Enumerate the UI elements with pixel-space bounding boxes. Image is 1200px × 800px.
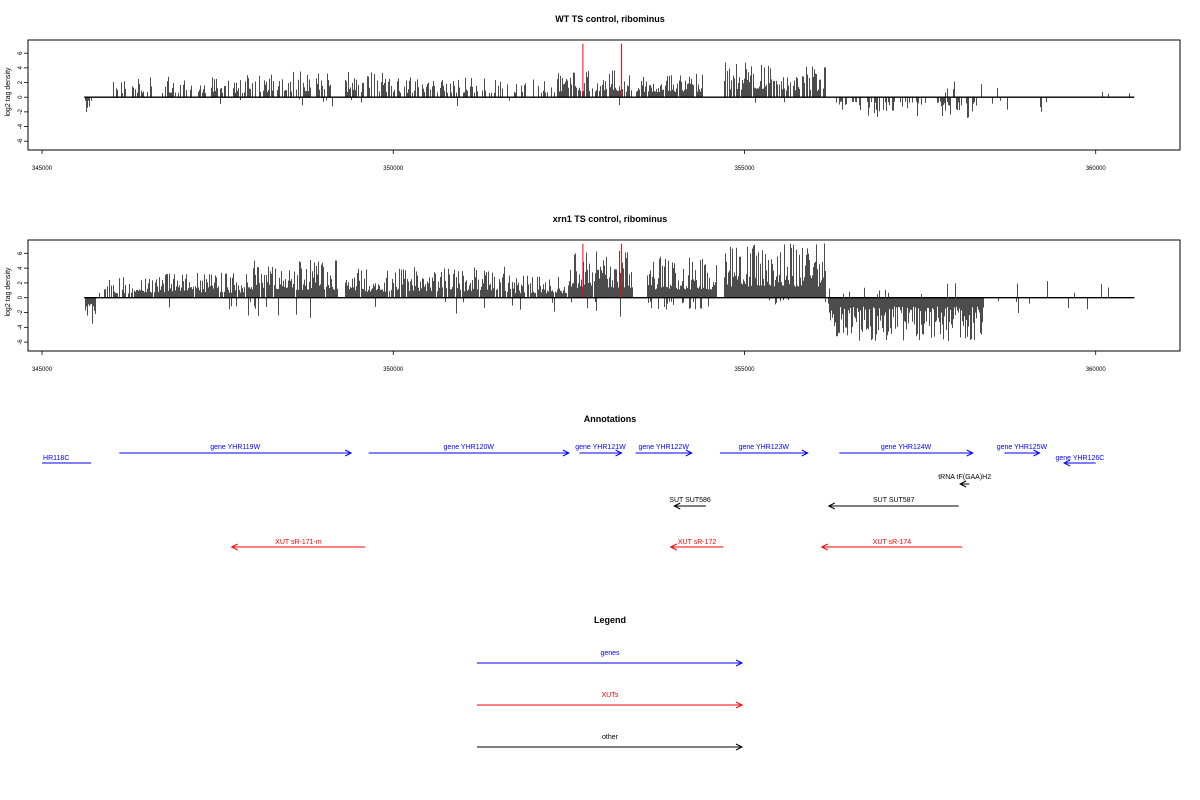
xrn1-panel-title: xrn1 TS control, ribominus	[553, 214, 668, 224]
legend-arrowhead	[735, 743, 744, 751]
feature-gene-yhr123w: gene YHR123W	[719, 444, 809, 457]
legend-item-genes: genes	[477, 650, 744, 667]
legend-item-other: other	[477, 734, 744, 751]
feature-label: SUT SUT587	[873, 497, 915, 504]
legend-label: other	[602, 734, 619, 741]
feature-sut-sut587: SUT SUT587	[827, 497, 959, 510]
wt-coverage-bars	[85, 62, 1130, 118]
xrn1-x-axis: 345000 350000 355000 360000	[32, 351, 1106, 373]
feature-label: gene YHR121W	[575, 444, 626, 451]
feature-label: gene YHR123W	[739, 444, 790, 451]
feature-arrowhead	[685, 449, 693, 457]
x-tick-label: 345000	[32, 166, 53, 172]
feature-label: SUT SUT586	[669, 497, 711, 504]
x-tick-label: 355000	[734, 367, 755, 373]
legend-item-xuts: XUTs	[477, 692, 744, 709]
feature-label: gene YHR122W	[638, 444, 689, 451]
feature-gene-yhr124w: gene YHR124W	[839, 444, 974, 457]
legend: Legend genes XUTs other	[477, 615, 744, 751]
feature-gene-yhr121w: gene YHR121W	[575, 444, 626, 457]
feature-arrowhead	[966, 449, 974, 457]
feature-label: tRNA tF(GAA)H2	[938, 474, 991, 481]
y-tick-label: 4	[18, 66, 24, 70]
feature-hr118c: HR118C	[42, 455, 92, 464]
feature-label: XUT sR-171-m	[275, 539, 322, 546]
y-tick-label: 2	[18, 80, 24, 84]
feature-gene-yhr126c: gene YHR126C	[1055, 455, 1104, 467]
legend-title: Legend	[594, 615, 626, 625]
annotations-title: Annotations	[584, 414, 637, 424]
feature-arrowhead	[562, 449, 570, 457]
feature-xut-sr-172: XUT sR-172	[669, 539, 724, 551]
feature-arrowhead	[669, 543, 677, 551]
feature-arrowhead	[959, 480, 967, 488]
feature-xut-sr-174: XUT sR-174	[820, 539, 963, 551]
feature-label: gene YHR126C	[1055, 455, 1104, 462]
feature-label: XUT sR-174	[873, 539, 911, 546]
x-tick-label: 355000	[734, 166, 755, 172]
feature-label: XUT sR-172	[678, 539, 716, 546]
feature-gene-yhr125w: gene YHR125W	[997, 444, 1048, 457]
xrn1-highlight-lines	[582, 243, 623, 298]
feature-sut-sut586: SUT SUT586	[669, 497, 711, 510]
x-tick-label: 350000	[383, 367, 404, 373]
y-tick-label: -4	[18, 123, 24, 129]
x-tick-label: 360000	[1086, 367, 1107, 373]
legend-items: genes XUTs other	[477, 650, 744, 751]
wt-x-axis: 345000 350000 355000 360000	[32, 150, 1106, 172]
legend-label: XUTs	[602, 692, 619, 699]
feature-gene-yhr119w: gene YHR119W	[119, 444, 353, 457]
wt-plot-frame	[27, 39, 1181, 151]
y-tick-label: 0	[18, 95, 24, 99]
feature-label: gene YHR124W	[881, 444, 932, 451]
y-tick-label: 6	[18, 51, 24, 55]
y-tick-label: -4	[18, 324, 24, 330]
xrn1-y-axis: 6 4 2 0 -2 -4 -6	[18, 251, 28, 345]
feature-arrowhead	[230, 543, 238, 551]
feature-arrowhead	[801, 449, 809, 457]
feature-label: gene YHR119W	[210, 444, 260, 451]
wt-coverage-panel: WT TS control, ribominus log2 tag densit…	[5, 14, 1181, 172]
y-tick-label: -2	[18, 309, 24, 315]
y-tick-label: 4	[18, 266, 24, 270]
wt-panel-title: WT TS control, ribominus	[555, 14, 665, 24]
x-tick-label: 360000	[1086, 166, 1107, 172]
feature-arrowhead	[827, 502, 836, 510]
feature-trna-tf-gaa-h2: tRNA tF(GAA)H2	[938, 474, 991, 488]
feature-gene-yhr120w: gene YHR120W	[368, 444, 570, 457]
feature-arrowhead	[615, 449, 623, 457]
annotation-features: HR118C gene YHR119W gene YHR120W gene YHR12…	[42, 444, 1104, 551]
y-tick-label: 6	[18, 251, 24, 255]
legend-label: genes	[600, 650, 620, 657]
x-tick-label: 345000	[32, 367, 53, 373]
wt-y-axis: 6 4 2 0 -2 -4 -6	[18, 51, 28, 144]
xrn1-coverage-bars	[85, 243, 1109, 341]
xrn1-y-axis-label: log2 tag density	[5, 267, 12, 317]
feature-label: HR118C	[43, 455, 69, 462]
y-tick-label: 2	[18, 281, 24, 285]
legend-arrowhead	[735, 701, 744, 709]
xrn1-coverage-panel: xrn1 TS control, ribominus log2 tag dens…	[5, 214, 1181, 373]
y-tick-label: 0	[18, 295, 24, 299]
y-tick-label: -6	[18, 339, 24, 345]
feature-arrowhead	[1033, 449, 1041, 457]
xrn1-plot-frame	[27, 239, 1181, 352]
annotations-track: Annotations HR118C gene YHR119W gene YHR12…	[42, 414, 1104, 551]
feature-label: gene YHR125W	[997, 444, 1048, 451]
wt-highlight-lines	[582, 43, 623, 98]
feature-arrowhead	[1062, 459, 1071, 467]
feature-arrowhead	[344, 449, 353, 457]
y-tick-label: -2	[18, 109, 24, 115]
feature-gene-yhr122w: gene YHR122W	[635, 444, 693, 457]
wt-y-axis-label: log2 tag density	[5, 67, 12, 117]
y-tick-label: -6	[18, 138, 24, 144]
x-tick-label: 350000	[383, 166, 404, 172]
feature-arrowhead	[673, 502, 681, 510]
feature-xut-sr-171-m: XUT sR-171-m	[230, 539, 366, 551]
legend-arrowhead	[735, 659, 744, 667]
feature-label: gene YHR120W	[444, 444, 495, 451]
feature-arrowhead	[820, 543, 828, 551]
